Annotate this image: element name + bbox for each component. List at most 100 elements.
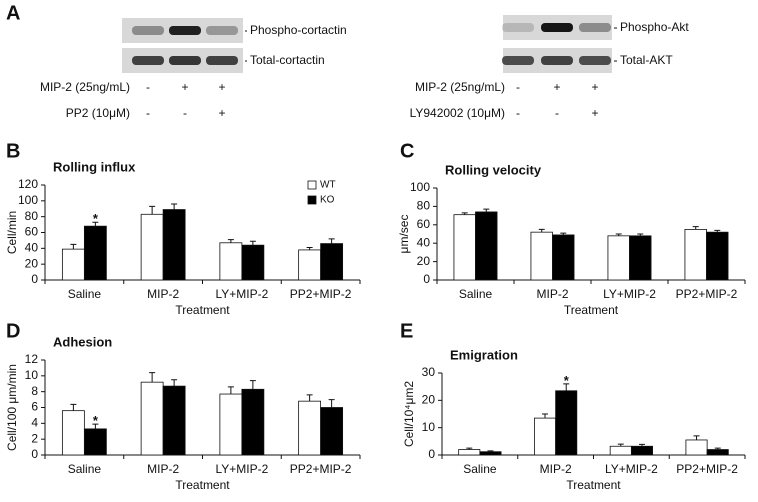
bar <box>555 390 578 456</box>
panel-letter: A <box>6 2 20 24</box>
bar <box>298 249 322 281</box>
error-bar <box>306 247 313 250</box>
y-tick-label: 8 <box>31 384 38 398</box>
error-bar <box>637 233 644 236</box>
x-tick-label: PP2+MIP-2 <box>676 287 738 301</box>
error-bar <box>227 239 234 243</box>
bar <box>479 451 502 456</box>
error-bar <box>70 243 77 250</box>
bar <box>530 231 553 281</box>
y-tick-label: 120 <box>18 177 38 191</box>
treatment-sign: + <box>591 80 598 94</box>
error-bar <box>638 443 645 447</box>
y-tick-label: 10 <box>422 420 436 434</box>
error-bar <box>487 450 494 452</box>
legend-swatch <box>307 180 317 190</box>
y-tick-label: 100 <box>410 180 430 194</box>
y-tick-label: 4 <box>31 416 38 430</box>
y-tick-label: 100 <box>18 193 38 207</box>
y-tick-label: 80 <box>25 209 39 223</box>
error-bar <box>249 380 256 390</box>
y-tick-label: 20 <box>422 393 436 407</box>
panel-letter: E <box>400 320 413 342</box>
y-axis-label: Cell/min <box>5 211 19 254</box>
x-tick-label: Saline <box>68 287 102 301</box>
treatment-sign: - <box>555 106 559 120</box>
treatment-sign: - <box>516 106 520 120</box>
panel-letter: D <box>6 320 20 342</box>
bar <box>219 393 243 456</box>
blot-band <box>132 56 164 65</box>
band-label: Total-cortactin <box>250 53 325 67</box>
chart-title: Rolling influx <box>53 159 136 174</box>
bar <box>552 234 575 281</box>
error-bar <box>542 413 549 419</box>
legend-label: WT <box>320 180 336 191</box>
y-axis-label: μm/sec <box>397 215 411 254</box>
error-bar <box>328 399 335 408</box>
legend-label: KO <box>320 195 335 206</box>
treatment-sign: + <box>591 106 598 120</box>
bar <box>630 445 653 456</box>
x-axis-label: Treatment <box>566 478 621 492</box>
x-tick-label: MIP-2 <box>536 287 568 301</box>
y-tick-label: 30 <box>422 365 436 379</box>
treatment-sign: - <box>183 106 187 120</box>
bar <box>453 214 476 281</box>
bar <box>684 228 707 281</box>
bar <box>320 407 344 456</box>
blot-band <box>206 56 238 65</box>
y-tick-label: 60 <box>417 217 431 231</box>
y-tick-label: 10 <box>25 368 39 382</box>
band-label: Total-AKT <box>620 53 673 67</box>
y-axis-label: Cell/10⁴μm2 <box>402 381 416 447</box>
y-tick-label: 2 <box>31 431 38 445</box>
x-tick-label: LY+MIP-2 <box>215 462 268 476</box>
treatment-label: PP2 (10μM) <box>66 106 130 120</box>
y-tick-label: 40 <box>417 235 431 249</box>
x-tick-label: MIP-2 <box>540 462 572 476</box>
x-tick-label: Saline <box>68 462 102 476</box>
y-tick-label: 20 <box>417 254 431 268</box>
error-bar <box>171 203 178 210</box>
y-tick-label: 0 <box>428 447 435 461</box>
error-bar <box>693 435 700 440</box>
x-tick-label: Saline <box>463 462 497 476</box>
error-bar <box>461 212 468 215</box>
band-label: Phospho-Akt <box>620 20 689 34</box>
x-axis-label: Treatment <box>175 478 230 492</box>
x-tick-label: LY+MIP-2 <box>215 287 268 301</box>
chart-title: Adhesion <box>53 334 112 349</box>
annotation: * <box>93 211 99 226</box>
chart-title: Rolling velocity <box>445 162 542 177</box>
y-axis-label: Cell/100 μm/min <box>5 364 19 451</box>
x-tick-label: Saline <box>459 287 493 301</box>
y-tick-label: 20 <box>25 256 39 270</box>
error-bar <box>70 403 77 411</box>
error-bar <box>149 372 156 383</box>
annotation: * <box>564 373 570 388</box>
bar <box>61 248 85 281</box>
bar <box>83 428 107 456</box>
error-bar <box>249 240 256 246</box>
bar <box>241 388 265 456</box>
error-bar <box>466 447 473 450</box>
error-bar <box>714 229 721 233</box>
treatment-sign: + <box>218 106 225 120</box>
blot-band <box>169 26 201 35</box>
treatment-sign: - <box>516 80 520 94</box>
error-bar <box>692 226 699 230</box>
blot-band <box>541 56 573 65</box>
blot-band <box>502 56 534 65</box>
y-tick-label: 0 <box>423 272 430 286</box>
treatment-sign: + <box>553 80 560 94</box>
x-axis-label: Treatment <box>564 303 619 317</box>
bar <box>140 381 164 456</box>
bar <box>685 439 708 456</box>
legend-swatch <box>307 195 317 205</box>
error-bar <box>92 221 99 227</box>
error-bar <box>483 208 490 212</box>
bar <box>609 445 632 456</box>
bar <box>162 209 186 281</box>
